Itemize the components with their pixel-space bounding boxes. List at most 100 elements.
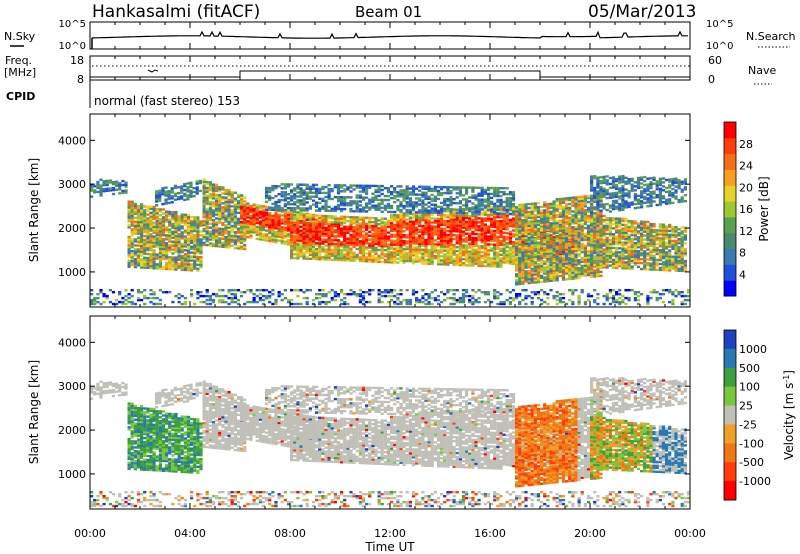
- power-cell: [327, 226, 331, 230]
- power-cell: [574, 269, 578, 272]
- power-cell: [236, 227, 241, 230]
- power-cell: [443, 219, 447, 223]
- power-cell: [546, 216, 550, 220]
- power-cell: [324, 258, 328, 261]
- power-cell: [199, 224, 203, 227]
- power-cell: [515, 219, 519, 223]
- power-cell: [502, 237, 506, 240]
- power-cell: [155, 211, 159, 215]
- power-cell: [143, 242, 147, 246]
- power-cell: [571, 249, 575, 252]
- power-cell: [358, 186, 362, 189]
- power-cell: [340, 200, 344, 203]
- power-cell: [521, 237, 525, 240]
- power-cell: [390, 233, 394, 236]
- power-cell: [165, 263, 169, 267]
- power-cell: [211, 224, 216, 228]
- power-cell: [236, 207, 241, 211]
- power-cell: [465, 202, 469, 205]
- power-cell: [170, 189, 174, 192]
- power-cell: [336, 243, 341, 246]
- power-cell: [358, 251, 362, 255]
- power-cell: [490, 196, 494, 200]
- power-cell: [302, 225, 306, 229]
- power-cell: [499, 257, 503, 260]
- power-cell: [186, 241, 191, 244]
- power-cell: [290, 217, 294, 220]
- power-cell: [383, 258, 387, 262]
- power-cell: [427, 223, 431, 226]
- power-cell: [218, 239, 222, 242]
- power-cell: [195, 188, 199, 191]
- power-cell: [486, 255, 491, 258]
- power-cell: [452, 198, 456, 201]
- power-cell: [296, 195, 300, 198]
- power-cell: [552, 232, 556, 235]
- power-cell: [483, 192, 487, 195]
- power-cell: [436, 259, 441, 262]
- power-cell: [343, 237, 347, 240]
- power-cell: [168, 258, 172, 261]
- power-cell: [471, 246, 475, 249]
- power-cell: [415, 248, 419, 251]
- power-cell: [574, 235, 578, 239]
- power-cell: [371, 238, 375, 241]
- power-cell: [143, 219, 147, 222]
- power-cell: [321, 234, 325, 237]
- power-cell: [290, 254, 294, 258]
- power-cell: [199, 246, 203, 249]
- power-cell: [330, 248, 334, 252]
- power-cell: [271, 230, 275, 233]
- freq-label-line1: Freq.: [5, 54, 32, 67]
- power-cell: [165, 214, 169, 217]
- power-cell: [530, 279, 534, 282]
- power-cell: [524, 226, 528, 230]
- power-cell: [511, 223, 516, 226]
- power-cell: [418, 250, 422, 253]
- power-cell: [521, 264, 525, 268]
- power-cell: [361, 256, 366, 259]
- power-cell: [327, 256, 331, 259]
- power-cell: [164, 190, 168, 193]
- power-cell: [215, 193, 219, 196]
- power-cell: [446, 235, 450, 239]
- power-cell: [577, 211, 581, 215]
- power-cell: [333, 205, 337, 209]
- power-cell: [158, 193, 162, 197]
- power-cell: [311, 253, 316, 257]
- power-cell: [133, 222, 137, 225]
- power-cell: [558, 221, 562, 224]
- power-cell: [402, 243, 406, 247]
- power-cell: [515, 249, 519, 252]
- power-cell: [176, 186, 181, 189]
- power-cell: [271, 214, 275, 218]
- power-cell: [227, 194, 231, 198]
- power-cell: [577, 261, 581, 264]
- power-cell: [218, 193, 222, 197]
- power-cell: [527, 246, 531, 249]
- power-cell: [546, 218, 550, 222]
- power-cell: [168, 224, 172, 227]
- power-cell: [396, 223, 400, 227]
- power-cell: [246, 235, 250, 239]
- power-cell: [493, 263, 497, 266]
- power-cell: [465, 250, 469, 253]
- power-cell: [230, 213, 234, 216]
- freq-right-tick-top: 60: [708, 54, 722, 67]
- power-cell: [265, 239, 269, 242]
- power-cell: [293, 245, 297, 248]
- power-cell: [368, 260, 372, 263]
- power-cell: [336, 199, 341, 203]
- power-cell: [458, 252, 462, 255]
- power-cell: [308, 233, 312, 237]
- power-cell: [521, 209, 525, 212]
- power-cell: [318, 228, 322, 231]
- power-cell: [280, 228, 284, 231]
- power-cell: [574, 259, 578, 262]
- power-cell: [449, 241, 453, 245]
- power-cell: [290, 250, 294, 254]
- power-cell: [221, 223, 225, 227]
- power-cell: [502, 191, 506, 194]
- power-cell: [308, 214, 312, 217]
- power-cell: [518, 247, 522, 250]
